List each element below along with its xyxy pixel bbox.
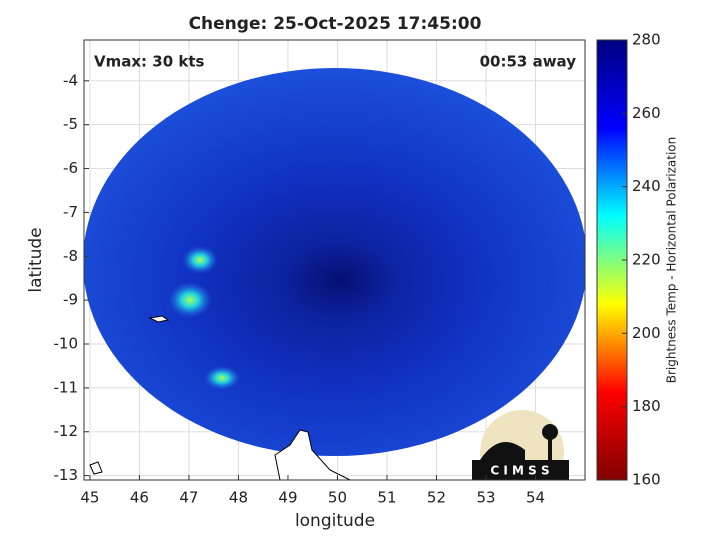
- plot-frame: [83, 39, 586, 481]
- y-tick-label: -6: [63, 159, 78, 177]
- annotation: Vmax: 30 kts: [94, 53, 204, 71]
- satellite-image: C I M S S: [84, 68, 585, 480]
- x-tick-label: 53: [476, 489, 495, 507]
- annotation: 00:53 away: [480, 53, 577, 71]
- y-tick-label: -9: [63, 291, 78, 309]
- y-tick-label: -7: [63, 203, 78, 221]
- x-tick-label: 50: [328, 489, 347, 507]
- colorbar-tick-label: 280: [632, 31, 661, 49]
- x-tick-label: 52: [427, 489, 446, 507]
- convection: [204, 366, 240, 390]
- y-tick-label: -11: [54, 378, 79, 396]
- coastline: [274, 429, 351, 480]
- colorbar-tick-label: 220: [632, 251, 661, 269]
- y-tick-label: -10: [54, 335, 79, 353]
- coastline: [89, 461, 103, 475]
- colorbar-tick-label: 160: [632, 471, 661, 489]
- convection: [168, 282, 212, 318]
- y-tick-label: -8: [63, 247, 78, 265]
- x-tick-label: 54: [526, 489, 545, 507]
- x-tick-label: 48: [229, 489, 248, 507]
- x-axis-label: longitude: [295, 511, 375, 531]
- colorbar-tick-label: 260: [632, 104, 661, 122]
- y-tick-label: -4: [63, 71, 78, 89]
- storm-center: [280, 240, 400, 320]
- y-tick-label: -5: [63, 115, 78, 133]
- chart-title: Chenge: 25-Oct-2025 17:45:00: [189, 14, 482, 34]
- coastline: [148, 315, 170, 323]
- logo: C I M S S: [472, 410, 569, 480]
- y-tick-label: -12: [54, 422, 79, 440]
- colorbar-label: Brightness Temp - Horizontal Polarizatio…: [665, 137, 679, 384]
- y-tick-label: -13: [54, 466, 79, 484]
- logo-text: C I M S S: [490, 464, 549, 478]
- colorbar-tick-label: 200: [632, 324, 661, 342]
- x-tick-label: 49: [278, 489, 297, 507]
- x-tick-label: 51: [377, 489, 396, 507]
- x-tick-label: 46: [130, 489, 149, 507]
- y-axis-label: latitude: [26, 227, 46, 292]
- x-tick-label: 45: [80, 489, 99, 507]
- x-tick-label: 47: [179, 489, 198, 507]
- convection: [182, 246, 218, 274]
- colorbar-tick-label: 180: [632, 397, 661, 415]
- colorbar-tick-label: 240: [632, 177, 661, 195]
